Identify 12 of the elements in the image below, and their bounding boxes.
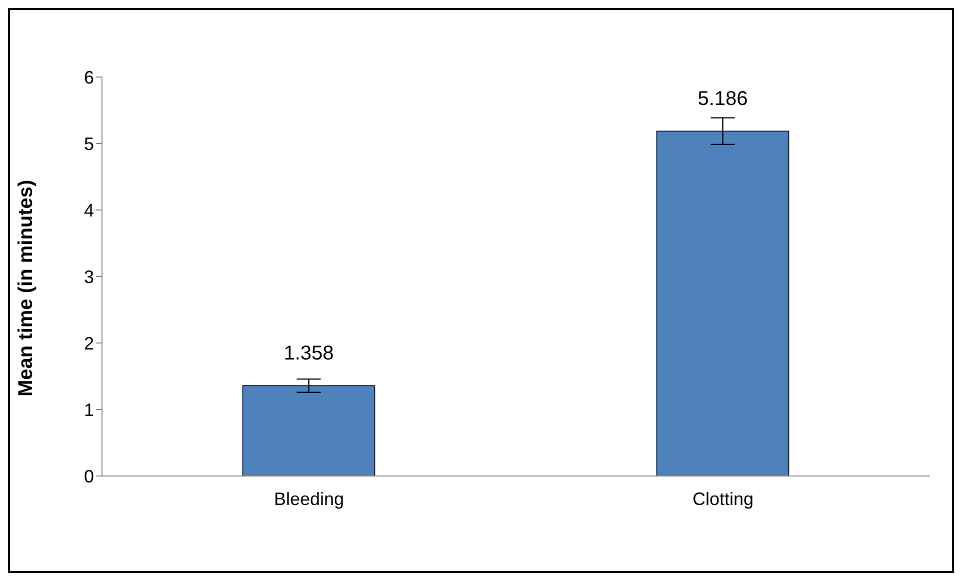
y-tick-label: 5 — [84, 134, 94, 154]
y-tick-label: 1 — [84, 400, 94, 420]
x-tick-label: Clotting — [692, 488, 754, 509]
data-label: 5.186 — [698, 88, 748, 110]
y-tick-label: 0 — [84, 466, 94, 486]
y-tick-label: 3 — [84, 266, 94, 287]
y-tick-label: 6 — [84, 67, 94, 88]
y-tick-label: 4 — [84, 200, 94, 220]
data-label: 1.358 — [284, 342, 334, 365]
x-tick-label: Bleeding — [274, 488, 344, 509]
y-tick-label: 2 — [84, 333, 94, 354]
y-axis-title: Mean time (in minutes) — [15, 180, 38, 396]
